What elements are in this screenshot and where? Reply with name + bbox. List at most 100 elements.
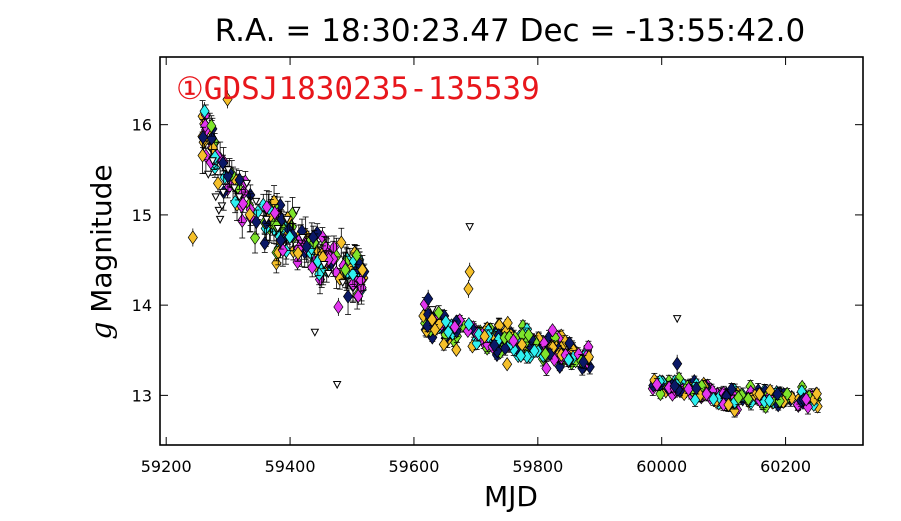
upper-limit-marker [218,188,228,197]
data-point [292,254,303,270]
data-point [523,327,534,343]
upper-limit-marker [282,215,292,224]
x-axis-label: MJD [484,480,538,513]
data-point [754,387,765,402]
data-point [351,248,362,263]
data-point [307,260,318,275]
upper-limit-marker [229,184,239,193]
data-point [438,337,449,352]
x-tick-label: 60000 [636,457,687,476]
data-point [463,316,474,332]
data-point [479,329,490,344]
upper-limit-marker [262,215,271,224]
data-point [357,262,368,278]
data-point [583,349,594,365]
y-axis-label: g Magnitude [85,164,118,339]
data-point [277,242,288,258]
outlier-point [333,299,344,315]
data-point [729,403,740,418]
upper-limit-marker [208,157,217,166]
outlier-point [672,356,683,372]
data-point [690,392,701,408]
upper-limit-marker [319,261,329,270]
data-point [540,346,551,362]
outlier-point [423,291,434,307]
data-point [197,148,208,163]
outlier-point [222,92,233,107]
data-point [500,341,511,356]
data-point [743,391,754,407]
outlier-markers [187,90,683,373]
data-point [764,393,775,408]
data-point [244,207,255,222]
data-point [336,235,347,250]
data-point [440,314,451,329]
data-point [292,245,304,261]
upper-limit-marker [214,206,224,215]
data-point [541,361,552,376]
data-point [772,386,783,402]
data-point [578,354,589,370]
data-markers [197,100,823,418]
data-point [554,359,565,374]
data-point [443,324,454,340]
y-axis-label-rest: Magnitude [85,164,118,321]
x-tick-label: 59400 [265,457,316,476]
data-point [462,323,473,339]
data-point [334,271,345,287]
data-point [691,381,702,396]
data-point [314,266,325,282]
upper-limit-marker [324,270,333,279]
data-point [250,230,261,246]
upper-limit-marker [332,381,342,390]
outlier-point [199,103,210,119]
data-point [308,230,319,245]
upper-limit-marker [273,224,283,233]
upper-limit-marker [338,279,348,288]
data-point [234,172,245,188]
y-tick-label: 16 [132,116,152,135]
data-point [547,323,558,338]
data-point [655,386,666,402]
upper-limit-marker [465,223,475,232]
plot-area [159,56,864,446]
x-axis-ticks: 59200 59400 59600 59800 60000 60200 [141,57,811,476]
upper-limit-marker [310,328,320,337]
y-axis-label-italic: g [85,322,118,340]
data-point [275,233,286,248]
data-point [701,386,712,402]
object-annotation: ①GDSJ1830235-135539 [176,71,540,107]
data-point [504,329,515,345]
upper-limit-marker [428,306,437,315]
data-point [801,392,812,407]
upper-limit-marker [211,193,221,202]
upper-limit-marker [251,197,261,206]
upper-limit-marker [672,315,682,324]
upper-limit-markers [203,157,682,390]
data-point [564,335,575,351]
upper-limit-marker [242,179,252,188]
data-point [343,289,354,304]
data-point [811,386,822,401]
data-point [651,377,662,392]
outlier-point [353,288,364,304]
y-axis-ticks: 13 14 15 16 [132,116,863,405]
data-point [502,357,513,372]
data-point [427,312,438,327]
data-point [301,239,312,254]
upper-limit-marker [215,215,225,224]
x-tick-label: 60200 [760,457,811,476]
data-point [451,342,462,357]
upper-limit-marker [298,233,307,243]
upper-limit-marker [223,166,233,175]
outlier-point [187,230,198,245]
data-point [683,381,694,397]
data-point [529,343,540,359]
upper-limit-marker [234,193,244,202]
data-point [347,267,358,282]
data-point [515,348,526,363]
data-point [502,315,513,331]
chart-title: R.A. = 18:30:23.47 Dec = -13:55:42.0 [215,13,806,49]
x-tick-label: 59200 [141,457,192,476]
